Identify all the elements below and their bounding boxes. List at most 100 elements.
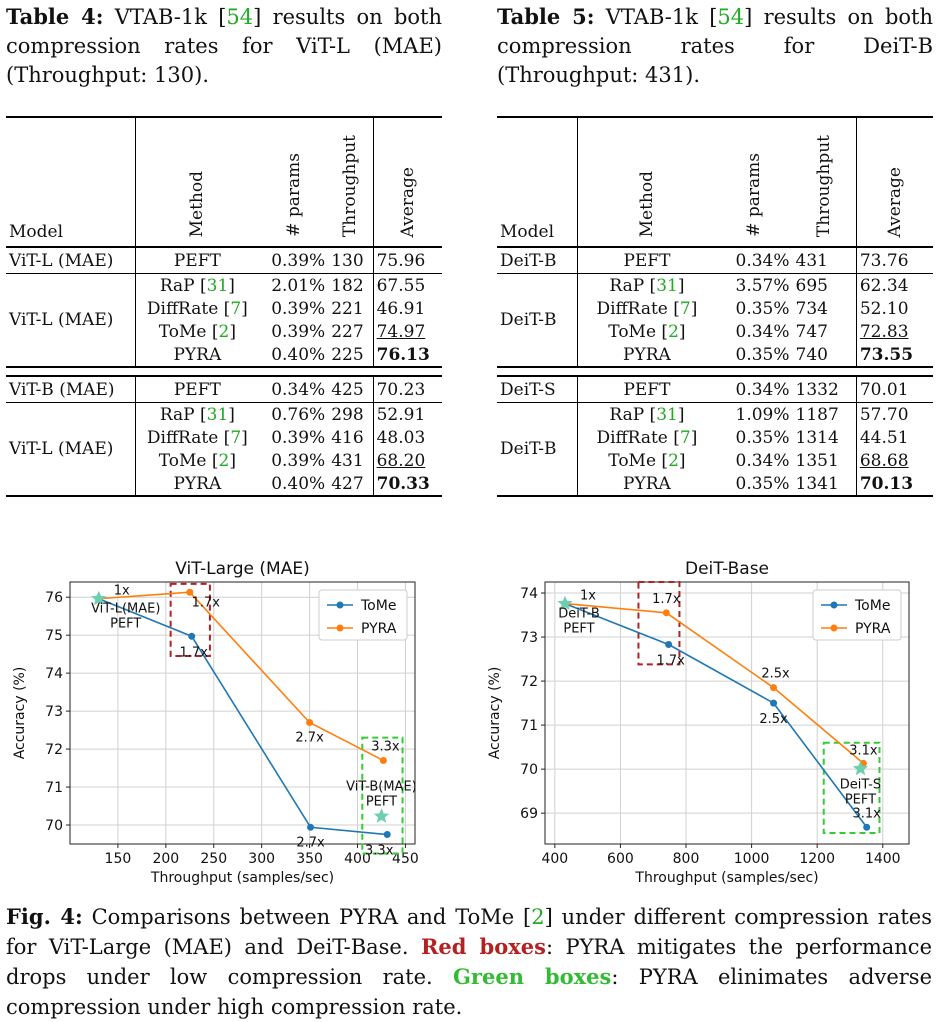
peft-star [91, 590, 107, 606]
data-point-tome [188, 632, 196, 640]
throughput-cell: 225 [328, 343, 374, 368]
throughput-cell: 130 [328, 246, 374, 274]
method-cite[interactable]: 2 [218, 321, 230, 342]
method-cite[interactable]: 7 [230, 427, 242, 448]
throughput-cell: 221 [331, 298, 364, 319]
method-cite[interactable]: 7 [679, 298, 691, 319]
y-axis-label: Accuracy (%) [487, 667, 503, 760]
y-tick-label: 70 [520, 762, 538, 778]
model-cell: DeiT-B [497, 246, 578, 274]
rate-label: 2.7x [296, 835, 325, 850]
method-name: PYRA [173, 344, 222, 365]
table-row: ViT-L (MAE) RaP [31] 0.76% 298 52.91 [6, 402, 442, 497]
data-point-tome [665, 641, 673, 649]
method-cell: PEFT [577, 375, 716, 403]
method-name: ToMe [158, 450, 207, 471]
method-cite[interactable]: 7 [230, 298, 242, 319]
peft-label: PEFT [563, 622, 594, 637]
method-cell: RaP [31] [577, 402, 716, 426]
series-line-tome [98, 597, 388, 836]
throughput-cell: 227 [331, 321, 364, 342]
table4: Model Method # params Throughput Average ViT-… [6, 116, 442, 497]
method-cell: PYRA [577, 472, 716, 497]
deit-base-chart: DeiT-Base 400 600 800 1000 1200 1400 69 70 71 72 73… [487, 559, 910, 886]
rate-label: 3.3x [371, 739, 400, 754]
series-line-tome [564, 602, 868, 828]
average-cell: 70.33 [372, 472, 442, 497]
y-tick-label: 72 [520, 674, 538, 690]
data-point-pyra [662, 609, 670, 617]
method-cell: PEFT [134, 246, 260, 274]
method-cite[interactable]: 2 [668, 321, 679, 342]
method-name: RaP [159, 275, 195, 296]
column-header-model: Model [6, 116, 136, 247]
throughput-cell: 1187 [792, 402, 857, 426]
method-cell: PYRA [134, 343, 260, 368]
table-row: ToMe [2] 0.39% 227 74.97 [6, 320, 442, 343]
method-cite[interactable]: 7 [679, 427, 691, 448]
params-cell: 0.40% [259, 343, 329, 368]
table-row: PYRA 0.40% 225 76.13 [6, 343, 442, 368]
column-header-average: Average [884, 166, 905, 237]
rate-label: 3.1x [849, 743, 878, 758]
method-cite[interactable]: 31 [206, 404, 229, 425]
method-cite[interactable]: 2 [668, 450, 679, 471]
peft-label: ViT-B(MAE) [346, 779, 417, 794]
vit-large-chart: ViT-Large (MAE) 150 200 250 300 350 400 450 70 71… [12, 559, 419, 886]
red-boxes-label: Red boxes [420, 934, 546, 959]
throughput-cell: 740 [792, 343, 857, 368]
table-row: DiffRate [7] 0.39% 416 48.03 [6, 426, 442, 449]
throughput-cell: 734 [795, 298, 828, 319]
plot-frame [69, 581, 416, 845]
throughput-cell: 298 [328, 402, 374, 426]
x-tick-label: 1000 [734, 851, 770, 867]
method-cite[interactable]: 31 [656, 275, 678, 296]
params-cell: 0.34% [715, 375, 793, 403]
table-row: DiffRate [7] 0.35% 1314 44.51 [497, 426, 933, 449]
model-cell: ViT-L (MAE) [6, 402, 136, 497]
series-line-pyra [98, 591, 384, 762]
method-cell: ToMe [2] [134, 320, 260, 343]
average-cell: 67.55 [372, 273, 442, 297]
table4-caption: Table 4: VTAB-1k [54] results on both co… [6, 4, 442, 87]
y-tick-label: 72 [45, 742, 63, 758]
params-cell: 0.34% [735, 321, 790, 342]
method-name: DiffRate [596, 298, 668, 319]
figure-label: Fig. 4: [6, 904, 83, 929]
x-tick-label: 600 [607, 851, 634, 867]
y-tick-label: 73 [520, 630, 538, 646]
method-name: DiffRate [596, 427, 668, 448]
method-cell: DiffRate [7] [134, 426, 260, 449]
method-cell: PYRA [577, 343, 716, 368]
table4-cite[interactable]: 54 [226, 5, 254, 29]
method-cell: ToMe [2] [577, 320, 716, 343]
rate-label: 2.5x [761, 667, 790, 682]
method-cell: PEFT [134, 375, 260, 403]
method-name: DiffRate [146, 298, 219, 319]
table-row: DeiT-S PEFT 0.34% 1332 70.01 [497, 375, 933, 403]
method-cell: RaP [31] [134, 402, 260, 426]
method-name: RaP [609, 275, 645, 296]
y-tick-label: 76 [45, 590, 63, 606]
figure-cite[interactable]: 2 [531, 905, 545, 929]
x-tick-label: 400 [541, 851, 568, 867]
method-cell: PYRA [134, 472, 260, 497]
throughput-cell: 1332 [792, 375, 857, 403]
table5-label: Table 5: [497, 4, 595, 29]
model-cell: ViT-L (MAE) [6, 246, 136, 274]
average-cell: 74.97 [372, 320, 442, 343]
method-cite[interactable]: 31 [206, 275, 229, 296]
average-cell: 62.34 [855, 273, 933, 297]
model-cell: DeiT-B [497, 273, 578, 368]
average-cell: 68.68 [855, 449, 933, 472]
method-cell: DiffRate [7] [577, 297, 716, 320]
table5-cite[interactable]: 54 [717, 5, 745, 29]
method-cite[interactable]: 2 [218, 450, 230, 471]
method-cell: ToMe [2] [577, 449, 716, 472]
table-row: ViT-B (MAE) PEFT 0.34% 425 70.23 [6, 375, 442, 403]
peft-label: PEFT [366, 794, 397, 809]
table4-label: Table 4: [6, 4, 104, 29]
method-cite[interactable]: 31 [656, 404, 678, 425]
rate-label: 3.1x [853, 806, 882, 821]
y-tick-label: 71 [45, 780, 63, 796]
